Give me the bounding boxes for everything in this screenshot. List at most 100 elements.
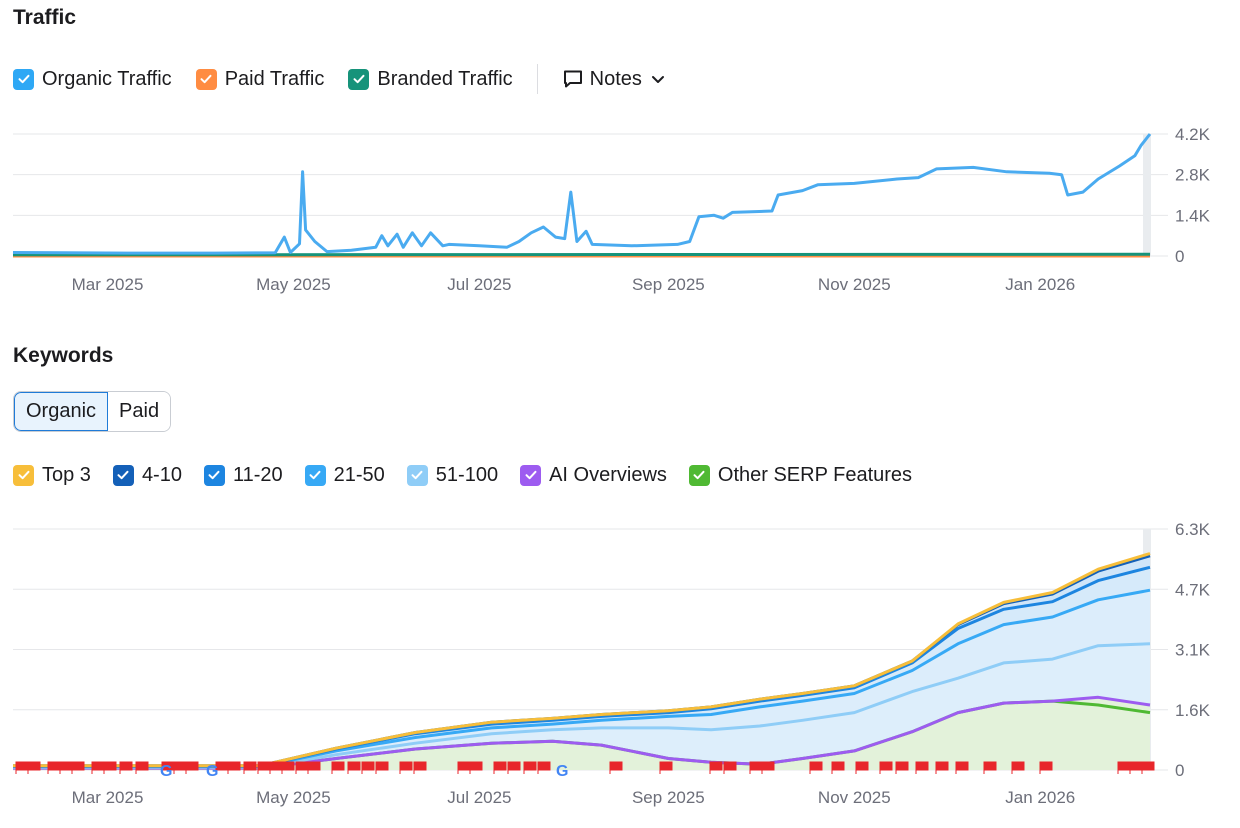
legend-label: 51-100 — [435, 463, 499, 486]
flag-icon — [1117, 761, 1131, 774]
series-line-branded-traffic — [12, 252, 1151, 257]
x-tick-label: Jul 2025 — [447, 788, 511, 807]
google-icon: G — [206, 763, 218, 780]
legend-21-50[interactable]: 21-50 — [304, 463, 385, 487]
flag-icon — [399, 761, 413, 774]
legend-label: Branded Traffic — [377, 67, 513, 90]
flag-icon — [119, 761, 133, 774]
x-tick-label: Sep 2025 — [632, 788, 705, 807]
flag-icon — [135, 761, 149, 774]
checkbox-icon[interactable] — [688, 464, 710, 486]
chevron-down-icon — [650, 71, 666, 87]
legend-label: Paid Traffic — [224, 67, 325, 90]
legend-4-10[interactable]: 4-10 — [112, 464, 182, 487]
x-tick-label: Jan 2026 — [1005, 788, 1075, 807]
flag-icon — [307, 761, 321, 774]
checkbox-icon[interactable] — [203, 464, 225, 486]
legend-divider — [536, 64, 538, 94]
x-tick-label: Sep 2025 — [632, 275, 705, 294]
keywords-title: Keywords — [13, 344, 114, 367]
series-line-top-3 — [13, 552, 1151, 768]
flag-icon — [1141, 761, 1155, 774]
comment-icon — [562, 68, 584, 90]
flag-icon — [1011, 761, 1025, 774]
google-icon: G — [160, 763, 172, 780]
legend-label: 21-50 — [333, 463, 385, 486]
current-period-band — [1143, 134, 1151, 256]
x-tick-label: May 2025 — [256, 788, 331, 807]
flag-icon — [295, 761, 309, 774]
legend-label: Other SERP Features — [717, 463, 913, 486]
flag-icon — [469, 761, 483, 774]
flag-icon — [1039, 761, 1053, 774]
flag-icon — [27, 761, 41, 774]
flag-icon — [749, 761, 763, 774]
flag-icon — [361, 761, 375, 774]
y-tick-label: 1.4K — [1175, 206, 1211, 225]
flag-icon — [983, 761, 997, 774]
area-21-50 — [13, 590, 1150, 768]
series-line-organic-traffic — [12, 133, 1152, 255]
legend-label: Top 3 — [42, 463, 91, 486]
tab-organic[interactable]: Organic — [14, 392, 109, 431]
y-tick-label: 4.7K — [1175, 580, 1211, 599]
flag-icon — [879, 761, 893, 774]
flag-icon — [257, 761, 271, 774]
flag-icon — [855, 761, 869, 774]
legend-51-100[interactable]: 51-100 — [406, 463, 499, 487]
x-tick-label: Mar 2025 — [72, 275, 144, 294]
flag-icon — [375, 761, 389, 774]
flag-icon — [895, 761, 909, 774]
legend-label: AI Overviews — [549, 463, 667, 486]
flag-icon — [227, 761, 241, 774]
x-tick-label: May 2025 — [256, 275, 331, 294]
flag-icon — [347, 761, 361, 774]
flag-icon — [935, 761, 949, 774]
flag-icon — [173, 761, 187, 774]
legend-ai-overviews[interactable]: AI Overviews — [520, 464, 667, 487]
checkbox-icon[interactable] — [195, 68, 217, 90]
keywords-legend: Top 3 4-10 11-20 21-50 51-100 AI Overvie… — [13, 460, 934, 490]
checkbox-icon[interactable] — [406, 464, 428, 486]
flag-icon — [761, 761, 775, 774]
checkbox-icon[interactable] — [304, 464, 326, 486]
checkbox-icon[interactable] — [520, 464, 542, 486]
legend-label: Organic Traffic — [42, 67, 172, 90]
legend-paid-traffic[interactable]: Paid Traffic — [195, 67, 325, 91]
flag-icon — [243, 761, 257, 774]
google-icon: G — [556, 763, 568, 780]
legend-label: 11-20 — [232, 463, 283, 486]
flag-icon — [493, 761, 507, 774]
flag-icon — [47, 761, 61, 774]
notes-dropdown[interactable]: Notes — [562, 68, 666, 91]
flag-icon — [507, 761, 521, 774]
checkbox-icon[interactable] — [112, 464, 134, 486]
legend-other-serp-features[interactable]: Other SERP Features — [688, 463, 913, 487]
area-51-100 — [13, 643, 1150, 769]
flag-icon — [331, 761, 345, 774]
flag-icon — [915, 761, 929, 774]
keywords-chart[interactable]: 6.3K 4.7K 3.1K 1.6K 0 Mar 2025 May 2025 Jul 202… — [0, 515, 1240, 815]
flag-icon — [831, 761, 845, 774]
checkbox-icon[interactable] — [348, 68, 370, 90]
y-tick-label: 0 — [1175, 761, 1184, 780]
flag-icon — [103, 761, 117, 774]
series-line-21-50 — [13, 588, 1151, 769]
x-tick-label: Mar 2025 — [72, 788, 144, 807]
tab-paid[interactable]: Paid — [108, 392, 171, 431]
traffic-legend: Organic Traffic Paid Traffic Branded Tra… — [13, 64, 666, 94]
checkbox-icon[interactable] — [13, 68, 34, 90]
flag-icon — [91, 761, 105, 774]
checkbox-icon[interactable] — [13, 464, 34, 486]
traffic-chart[interactable]: 4.2K 2.8K 1.4K 0 Mar 2025 May 2025 Jul 2025 Sep… — [0, 120, 1240, 300]
y-tick-label: 6.3K — [1175, 520, 1211, 539]
flag-icon — [523, 761, 537, 774]
legend-branded-traffic[interactable]: Branded Traffic — [348, 67, 513, 91]
legend-organic-traffic[interactable]: Organic Traffic — [13, 68, 172, 91]
legend-11-20[interactable]: 11-20 — [203, 463, 283, 487]
flag-icon — [59, 761, 73, 774]
flag-icon — [609, 761, 623, 774]
flag-icon — [537, 761, 551, 774]
keywords-type-toggle: Organic Paid — [13, 391, 172, 432]
legend-top-3[interactable]: Top 3 — [13, 464, 91, 487]
